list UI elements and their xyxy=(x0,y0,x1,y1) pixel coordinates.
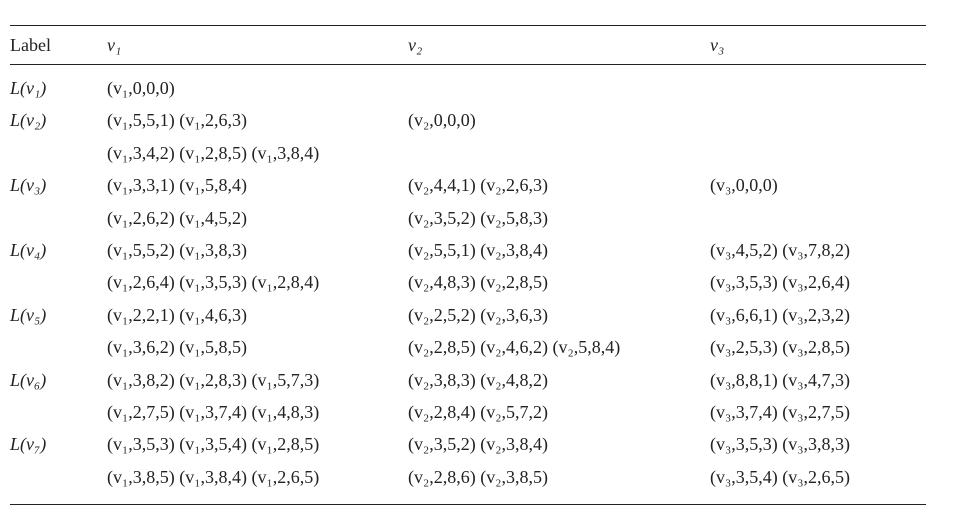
cell-v1: (v₁,2,7,5) (v₁,3,7,4) (v₁,4,8,3) xyxy=(107,401,320,422)
cell-v1: (v₁,3,8,2) (v₁,2,8,3) (v₁,5,7,3) xyxy=(107,369,320,390)
header-v2: v₂ xyxy=(408,35,423,55)
cell-v3: (v₃,3,5,3) (v₃,3,8,3) xyxy=(710,434,851,455)
header-label: Label xyxy=(10,35,51,55)
cell-label: L(v₄) xyxy=(10,239,47,260)
cell-label: L(v₁) xyxy=(10,78,47,98)
cell-v2: (v₂,4,4,1) (v₂,2,6,3) xyxy=(408,175,549,196)
table-body: L(v₁) (v₁,0,0,0) L(v₂) (v₁,5,5,1) (v₁,2,6,3… xyxy=(10,79,926,504)
cell-v2: (v₂,3,8,3) (v₂,4,8,2) xyxy=(408,369,549,390)
cell-v2: (v₂,3,5,2) (v₂,5,8,3) xyxy=(408,207,549,228)
cell-v3: (v₃,3,5,3) (v₃,2,6,4) xyxy=(710,272,851,293)
cell-v1: (v₁,3,3,1) (v₁,5,8,4) xyxy=(107,175,248,196)
cell-label: L(v₅) xyxy=(10,304,47,325)
cell-v2: (v₂,0,0,0) xyxy=(408,110,476,131)
table-row: (v₁,3,8,5) (v₁,3,8,4) (v₁,2,6,5) (v₂,2,8,… xyxy=(10,468,926,500)
cell-v3: (v₃,6,6,1) (v₃,2,3,2) xyxy=(710,304,851,325)
table-row: (v₁,2,6,4) (v₁,3,5,3) (v₁,2,8,4) (v₂,4,8,… xyxy=(10,273,926,305)
cell-v1: (v₁,2,6,2) (v₁,4,5,2) xyxy=(107,207,248,228)
cell-v2: (v₂,3,5,2) (v₂,3,8,4) xyxy=(408,434,549,455)
cell-v1: (v₁,3,6,2) (v₁,5,8,5) xyxy=(107,337,248,358)
cell-v3: (v₃,0,0,0) xyxy=(710,175,778,196)
cell-label: L(v₃) xyxy=(10,175,47,196)
header-v3: v₃ xyxy=(710,35,725,55)
cell-v1: (v₁,3,5,3) (v₁,3,5,4) (v₁,2,8,5) xyxy=(107,434,320,455)
table-row: L(v₃) (v₁,3,3,1) (v₁,5,8,4) (v₂,4,4,1) (v₂… xyxy=(10,176,926,208)
top-rule xyxy=(10,25,926,26)
table-row: L(v₅) (v₁,2,2,1) (v₁,4,6,3) (v₂,2,5,2) (v₂… xyxy=(10,306,926,338)
cell-v3: (v₃,8,8,1) (v₃,4,7,3) xyxy=(710,369,851,390)
header-v1: v₁ xyxy=(107,35,122,55)
table-row: L(v₆) (v₁,3,8,2) (v₁,2,8,3) (v₁,5,7,3) (v₂… xyxy=(10,371,926,403)
cell-v3: (v₃,4,5,2) (v₃,7,8,2) xyxy=(710,239,851,260)
header-rule xyxy=(10,64,926,65)
cell-v2: (v₂,5,5,1) (v₂,3,8,4) xyxy=(408,239,549,260)
cell-v1: (v₁,3,4,2) (v₁,2,8,5) (v₁,3,8,4) xyxy=(107,142,320,163)
table-row: L(v₇) (v₁,3,5,3) (v₁,3,5,4) (v₁,2,8,5) (v₂… xyxy=(10,435,926,467)
table-row: (v₁,2,7,5) (v₁,3,7,4) (v₁,4,8,3) (v₂,2,8,… xyxy=(10,403,926,435)
cell-v1: (v₁,3,8,5) (v₁,3,8,4) (v₁,2,6,5) xyxy=(107,466,320,487)
bottom-rule xyxy=(10,504,926,506)
cell-v1: (v₁,2,2,1) (v₁,4,6,3) xyxy=(107,304,248,325)
cell-v2: (v₂,2,8,6) (v₂,3,8,5) xyxy=(408,466,549,487)
table-row: L(v₁) (v₁,0,0,0) xyxy=(10,79,926,111)
table-row: (v₁,3,4,2) (v₁,2,8,5) (v₁,3,8,4) xyxy=(10,144,926,176)
table-row: L(v₄) (v₁,5,5,2) (v₁,3,8,3) (v₂,5,5,1) (v₂… xyxy=(10,241,926,273)
table-header-row: Label v₁ v₂ v₃ xyxy=(10,26,926,64)
cell-v1: (v₁,5,5,1) (v₁,2,6,3) xyxy=(107,110,248,131)
cell-label: L(v₇) xyxy=(10,434,47,455)
table-row: L(v₂) (v₁,5,5,1) (v₁,2,6,3) (v₂,0,0,0) xyxy=(10,111,926,143)
cell-v2: (v₂,2,8,4) (v₂,5,7,2) xyxy=(408,401,549,422)
table-row: (v₁,2,6,2) (v₁,4,5,2) (v₂,3,5,2) (v₂,5,8,… xyxy=(10,209,926,241)
cell-v3: (v₃,3,7,4) (v₃,2,7,5) xyxy=(710,401,851,422)
cell-label: L(v₂) xyxy=(10,110,47,131)
cell-v3: (v₃,3,5,4) (v₃,2,6,5) xyxy=(710,466,851,487)
table-row: (v₁,3,6,2) (v₁,5,8,5) (v₂,2,8,5) (v₂,4,6,… xyxy=(10,338,926,370)
cell-v2: (v₂,2,8,5) (v₂,4,6,2) (v₂,5,8,4) xyxy=(408,337,621,358)
label-table: Label v₁ v₂ v₃ L(v₁) (v₁,0,0,0) L(v₂) (v₁,5… xyxy=(10,25,926,506)
cell-label: L(v₆) xyxy=(10,369,47,390)
cell-v3: (v₃,2,5,3) (v₃,2,8,5) xyxy=(710,337,851,358)
cell-v1: (v₁,0,0,0) xyxy=(107,78,175,98)
cell-v1: (v₁,2,6,4) (v₁,3,5,3) (v₁,2,8,4) xyxy=(107,272,320,293)
cell-v1: (v₁,5,5,2) (v₁,3,8,3) xyxy=(107,239,248,260)
cell-v2: (v₂,4,8,3) (v₂,2,8,5) xyxy=(408,272,549,293)
cell-v2: (v₂,2,5,2) (v₂,3,6,3) xyxy=(408,304,549,325)
